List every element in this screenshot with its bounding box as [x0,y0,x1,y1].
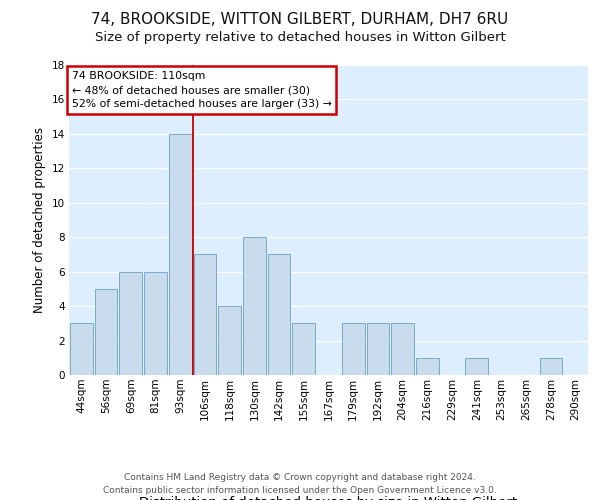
Bar [292,324,315,375]
Bar [243,237,266,375]
Bar [70,324,93,375]
Bar [194,254,216,375]
Bar [169,134,191,375]
Bar [342,324,365,375]
Bar [144,272,167,375]
Bar [391,324,414,375]
Text: 74, BROOKSIDE, WITTON GILBERT, DURHAM, DH7 6RU: 74, BROOKSIDE, WITTON GILBERT, DURHAM, D… [91,12,509,28]
Bar [268,254,290,375]
Text: Contains HM Land Registry data © Crown copyright and database right 2024.
Contai: Contains HM Land Registry data © Crown c… [103,473,497,495]
Bar [466,358,488,375]
Bar [416,358,439,375]
Bar [367,324,389,375]
Bar [95,289,118,375]
Y-axis label: Number of detached properties: Number of detached properties [33,127,46,313]
Bar [119,272,142,375]
Text: 74 BROOKSIDE: 110sqm
← 48% of detached houses are smaller (30)
52% of semi-detac: 74 BROOKSIDE: 110sqm ← 48% of detached h… [71,71,331,109]
Text: Size of property relative to detached houses in Witton Gilbert: Size of property relative to detached ho… [95,31,505,44]
Bar [539,358,562,375]
X-axis label: Distribution of detached houses by size in Witton Gilbert: Distribution of detached houses by size … [139,496,518,500]
Bar [218,306,241,375]
